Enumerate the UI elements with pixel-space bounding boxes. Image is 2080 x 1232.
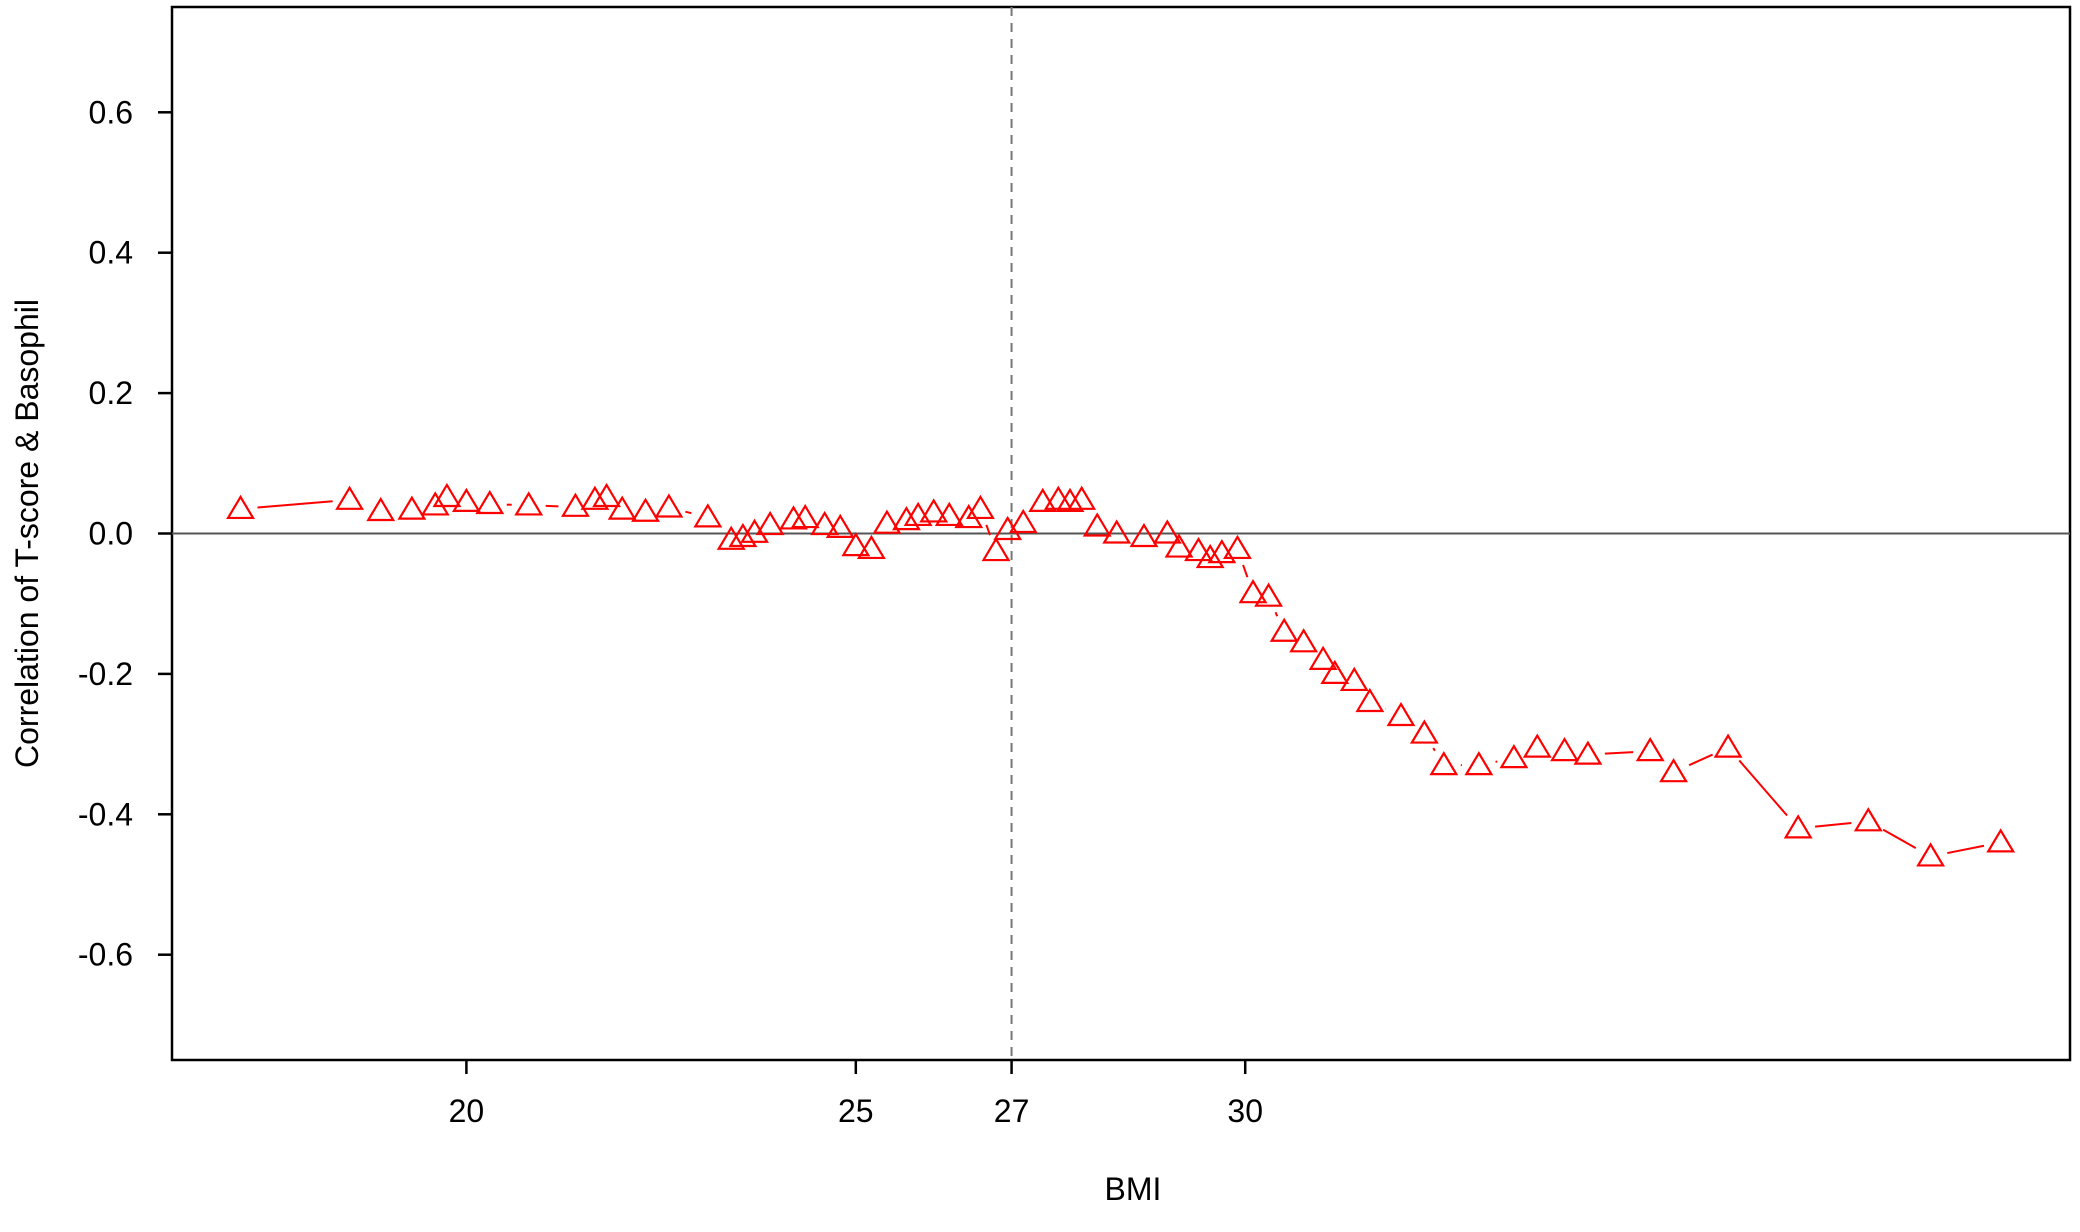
data-point-marker (1102, 519, 1132, 544)
data-point-marker (1550, 736, 1579, 762)
data-point-marker (1783, 814, 1813, 839)
x-tick-label: 30 (1227, 1093, 1263, 1129)
data-point-marker (872, 509, 902, 534)
series-segment (1815, 822, 1852, 828)
y-tick-label: 0.2 (89, 375, 133, 411)
data-point-marker (1320, 659, 1350, 685)
data-point-marker (592, 482, 622, 508)
data-point-marker (1289, 628, 1319, 653)
x-tick-label: 25 (838, 1093, 874, 1129)
y-tick-label: -0.4 (78, 796, 133, 832)
data-point-marker (226, 494, 255, 520)
y-axis: -0.6 -0.4 -0.2 0.0 0.2 0.4 0.6 (78, 94, 172, 973)
data-point-marker (1238, 579, 1268, 604)
data-point-marker (1055, 487, 1085, 513)
y-tick-label: 0.4 (89, 235, 133, 271)
data-point-marker (366, 496, 396, 522)
series-group (226, 482, 2016, 867)
series-segment (1947, 844, 1985, 855)
data-point-marker (825, 513, 855, 538)
data-point-marker (1986, 828, 2016, 853)
data-point-marker (397, 495, 427, 520)
data-point-marker (965, 494, 995, 520)
series-segment (1242, 564, 1249, 578)
data-point-marker (891, 506, 921, 531)
data-point-marker (981, 536, 1011, 562)
data-point-marker (560, 492, 590, 517)
series-segment (1882, 828, 1917, 849)
data-point-marker (580, 485, 610, 510)
data-point-marker (1308, 645, 1338, 670)
data-point-marker (1269, 617, 1299, 642)
x-tick-label: 20 (449, 1093, 485, 1129)
data-point-marker (1713, 733, 1743, 758)
series-segment (1274, 611, 1279, 617)
data-point-marker (1254, 582, 1284, 607)
data-point-marker (790, 503, 820, 529)
series-segment (985, 524, 992, 536)
data-point-marker (1573, 740, 1603, 765)
series-segment (685, 510, 692, 515)
data-point-marker (335, 485, 365, 510)
data-point-marker (475, 489, 505, 515)
data-point-marker (1916, 842, 1946, 867)
y-tick-label: -0.2 (78, 656, 133, 692)
data-point-marker (420, 491, 450, 516)
data-point-marker (1386, 701, 1416, 727)
series-segment (1738, 759, 1788, 817)
data-point-marker (779, 505, 808, 530)
data-point-marker (1008, 508, 1038, 534)
data-point-marker (1129, 522, 1159, 548)
data-point-marker (1464, 751, 1494, 776)
data-point-marker (1339, 666, 1369, 692)
data-point-marker (1499, 743, 1529, 769)
x-axis-title: BMI (1105, 1171, 1162, 1207)
data-point-marker (856, 534, 886, 560)
data-point-marker (631, 497, 660, 522)
data-point-marker (1355, 687, 1385, 713)
data-point-marker (954, 503, 984, 529)
y-tick-label: 0.0 (89, 516, 133, 552)
data-point-marker (1635, 736, 1665, 762)
data-point-marker (841, 531, 871, 557)
y-tick-label: -0.6 (78, 937, 133, 973)
data-point-marker (432, 482, 462, 508)
data-point-marker (919, 498, 949, 523)
series-segment (1432, 747, 1436, 752)
data-point-marker (1082, 512, 1112, 537)
x-axis: 20 25 27 30 (449, 1060, 1263, 1129)
data-point-marker (1028, 487, 1058, 513)
data-point-marker (654, 493, 684, 518)
data-point-marker (1222, 534, 1252, 560)
data-point-marker (810, 510, 840, 536)
series-segment (257, 500, 333, 509)
data-point-marker (607, 495, 637, 520)
data-point-marker (1043, 485, 1073, 510)
data-point-marker (1195, 543, 1225, 569)
data-point-marker (1409, 719, 1439, 744)
data-point-marker (740, 518, 769, 543)
data-point-marker (934, 501, 964, 527)
data-point-marker (716, 525, 746, 550)
data-point-marker (1522, 733, 1552, 758)
series-segment (1688, 753, 1714, 767)
data-point-marker (1853, 807, 1883, 832)
data-point-marker (1067, 485, 1097, 510)
data-point-marker (451, 487, 481, 513)
data-point-marker (1429, 751, 1459, 776)
data-point-marker (693, 503, 723, 528)
y-axis-title: Correlation of T-score & Basophil (9, 299, 45, 768)
data-point-marker (1152, 519, 1182, 544)
y-tick-label: 0.6 (89, 94, 133, 130)
data-point-marker (514, 491, 544, 516)
data-point-marker (1184, 536, 1213, 562)
series-segment (1604, 751, 1634, 755)
data-point-marker (728, 522, 758, 548)
data-point-marker (1164, 533, 1194, 558)
x-tick-label: 27 (994, 1093, 1030, 1129)
data-point-marker (1659, 758, 1689, 783)
data-point-marker (755, 510, 785, 536)
